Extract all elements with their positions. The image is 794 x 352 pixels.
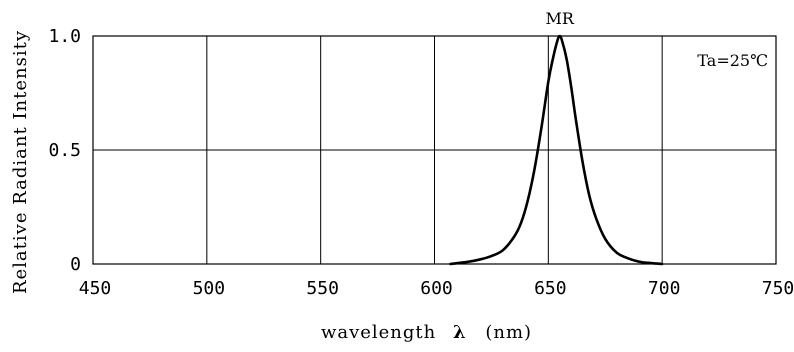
x-tick-label: 500 — [193, 278, 226, 299]
series-label-mr: MR — [545, 9, 574, 28]
y-axis-title: Relative Radiant Intensity — [10, 30, 31, 294]
y-tick-label: 0.5 — [48, 140, 81, 161]
lambda-symbol: λ — [453, 322, 467, 343]
y-tick-label: 0 — [70, 254, 81, 275]
grid — [93, 36, 776, 264]
x-tick-label: 750 — [762, 278, 794, 299]
plot-frame — [92, 35, 777, 265]
y-tick-labels: 0 0.5 1.0 — [48, 26, 81, 275]
x-axis-title-suffix: (nm) — [485, 322, 532, 343]
x-tick-label: 450 — [79, 278, 112, 299]
x-tick-label: 550 — [306, 278, 339, 299]
x-tick-label: 600 — [420, 278, 453, 299]
x-tick-label: 650 — [534, 278, 567, 299]
series-line-mr — [449, 34, 664, 266]
x-tick-labels: 450 500 550 600 650 700 750 — [79, 278, 794, 299]
y-tick-label: 1.0 — [48, 26, 81, 47]
temperature-annotation: Ta=25℃ — [697, 51, 768, 70]
x-axis-title-prefix: wavelength — [321, 322, 436, 343]
x-axis-title: wavelength λ (nm) — [321, 322, 532, 343]
x-tick-label: 700 — [648, 278, 681, 299]
